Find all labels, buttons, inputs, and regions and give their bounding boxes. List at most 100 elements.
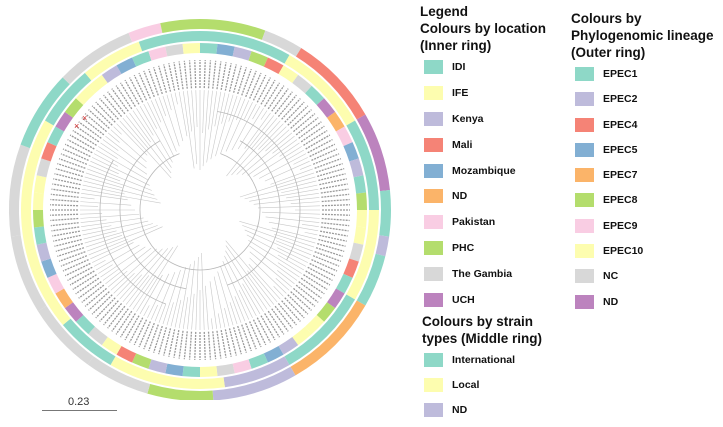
- ring-segment: [343, 258, 359, 278]
- legend-item: International: [424, 352, 515, 368]
- tip-label: [115, 310, 133, 335]
- tip-label: [53, 178, 81, 186]
- ring-segment: [182, 43, 200, 54]
- tip-label: [51, 226, 80, 232]
- tip-label: [178, 330, 184, 359]
- branch: [220, 97, 242, 154]
- ring-segment: [375, 235, 390, 257]
- legend-item: EPEC4: [575, 117, 643, 133]
- branch: [125, 115, 172, 174]
- tip-label: [277, 303, 297, 326]
- ring-segment: [62, 32, 133, 85]
- branch: [83, 180, 158, 200]
- legend-item: UCH: [424, 292, 516, 308]
- branch: [195, 256, 199, 330]
- branch: [217, 313, 222, 329]
- ring-segment: [292, 326, 312, 346]
- branch: [136, 108, 154, 136]
- ring-segment: [132, 353, 152, 369]
- branch: [107, 132, 120, 143]
- branch: [275, 176, 316, 189]
- legend-swatch: [575, 142, 594, 157]
- ring-segment: [160, 19, 200, 33]
- branch: [102, 139, 119, 151]
- branch: [132, 110, 172, 168]
- tip-label: [57, 163, 85, 173]
- ring-segment: [84, 41, 143, 81]
- branch: [244, 112, 271, 149]
- branch: [93, 153, 119, 167]
- legend-swatch: [575, 244, 594, 259]
- tip-labels: [50, 60, 350, 360]
- legend-item: Local: [424, 377, 515, 393]
- branch: [162, 269, 181, 325]
- legend-label: EPEC7: [603, 169, 638, 182]
- tip-label: [224, 329, 232, 357]
- branch: [244, 229, 310, 260]
- ring-segment: [356, 114, 390, 192]
- branch: [81, 193, 128, 201]
- branch: [147, 273, 170, 318]
- branch: [201, 252, 205, 330]
- tip-label: [99, 300, 119, 322]
- tip-label: [188, 331, 193, 360]
- legend-label: Local: [452, 379, 480, 391]
- branch: [178, 91, 188, 137]
- ring-segment: [33, 226, 47, 245]
- tip-label: [60, 153, 88, 165]
- ring-segment: [346, 120, 379, 210]
- branch: [257, 205, 320, 209]
- ring-segment: [263, 57, 284, 75]
- branch: [187, 260, 195, 330]
- tip-label: [233, 65, 242, 93]
- strain-legend: International Local ND: [424, 352, 515, 427]
- tip-label: [72, 129, 97, 146]
- branch: [129, 112, 151, 143]
- tip-label: [78, 121, 102, 139]
- tip-label: [173, 62, 180, 90]
- tip-label: [58, 251, 86, 262]
- tip-label: [252, 74, 267, 101]
- branch: [206, 91, 217, 163]
- legend-label: The Gambia: [452, 268, 513, 281]
- legend-label: EPEC1: [603, 68, 638, 80]
- branch: [210, 92, 226, 160]
- tip-label: [50, 222, 79, 227]
- branch: [98, 146, 118, 159]
- branch: [249, 251, 293, 288]
- legend-swatch: [424, 403, 443, 417]
- branch: [246, 234, 307, 267]
- annotation-rings: [8, 19, 392, 400]
- branch: [286, 149, 305, 161]
- ring-segment: [41, 258, 57, 278]
- branch: [229, 302, 238, 325]
- branch: [272, 135, 295, 154]
- scale-bar: [42, 410, 117, 411]
- tip-label: [309, 143, 336, 158]
- ring-segment: [200, 19, 266, 40]
- legend-label: UCH: [452, 294, 475, 307]
- ring-segment: [327, 288, 345, 309]
- branch: [81, 217, 144, 227]
- tip-label: [300, 277, 325, 295]
- tip-label: [287, 105, 309, 126]
- tip-label: [320, 183, 348, 190]
- tip-label: [54, 238, 82, 247]
- legend-swatch: [424, 293, 443, 308]
- tip-label: [321, 204, 350, 207]
- branch: [228, 95, 238, 122]
- legend-swatch: [575, 193, 594, 208]
- legend-label: EPEC2: [603, 93, 638, 106]
- branch: [260, 110, 268, 120]
- ring-segment: [292, 74, 312, 94]
- ring-segment: [232, 359, 252, 374]
- ring-segment: [216, 363, 235, 377]
- branch: [88, 164, 152, 191]
- tip-label: [78, 281, 102, 299]
- tip-label: [249, 321, 262, 348]
- branch: [92, 157, 150, 186]
- legend-item: ND: [575, 294, 643, 310]
- tip-label: [124, 79, 140, 105]
- tip-label: [51, 188, 80, 194]
- tip-label: [319, 178, 347, 186]
